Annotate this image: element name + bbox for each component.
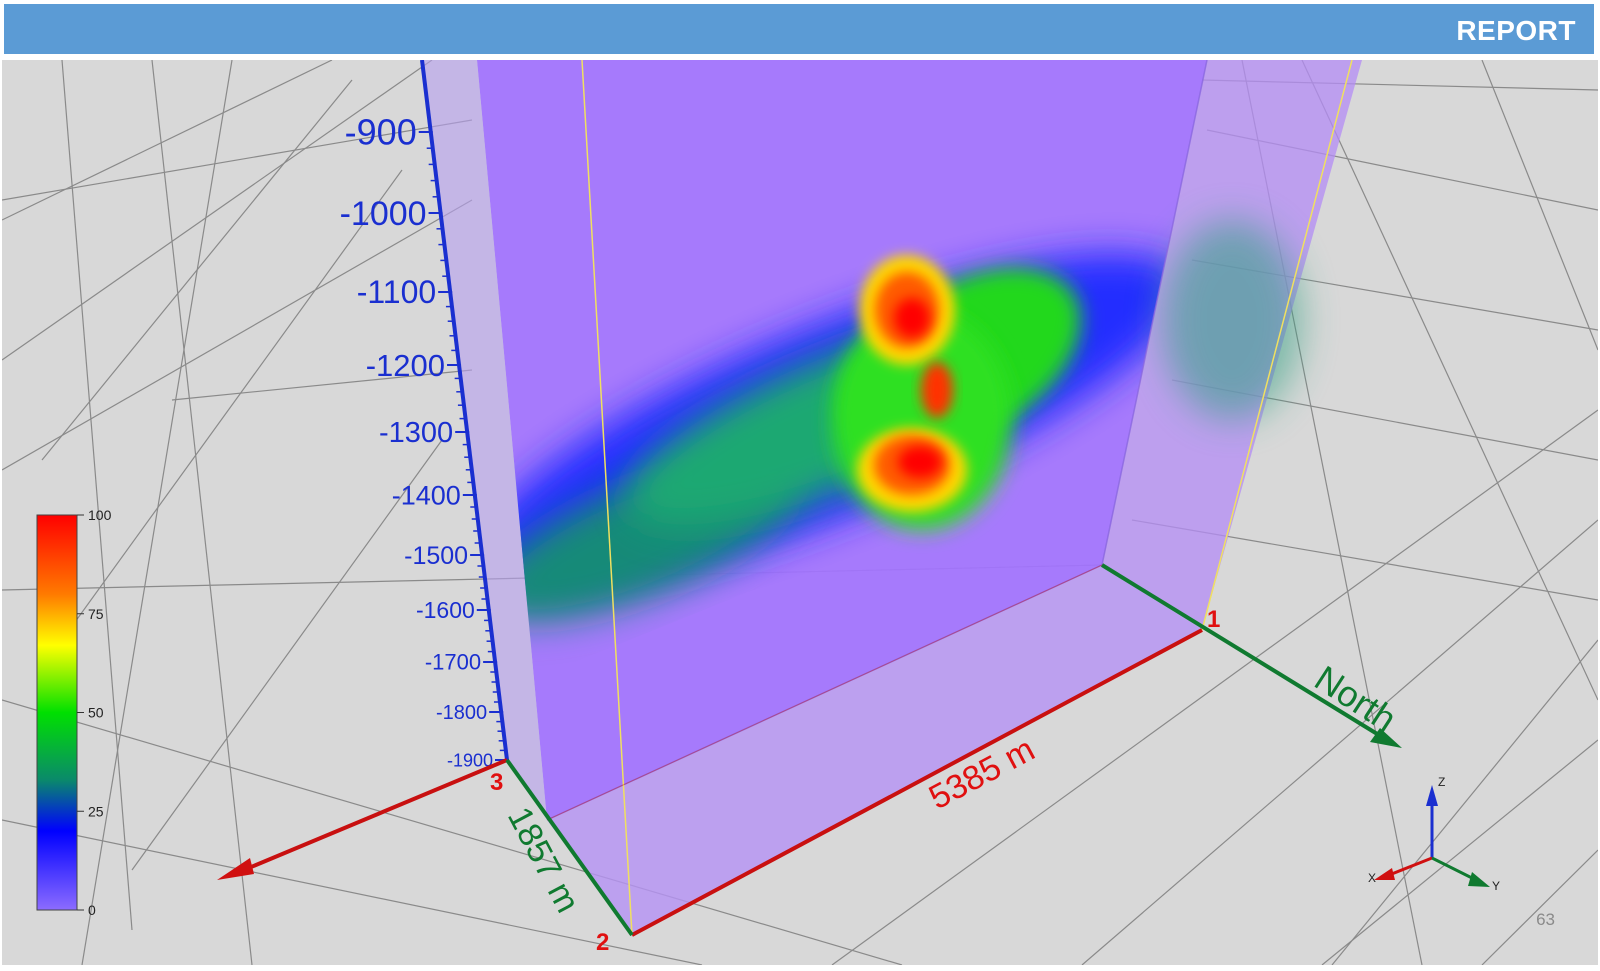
depth-tick-label: -1500 [404,542,468,570]
corner-label-3: 3 [490,769,503,796]
north-axis-line [1100,563,1389,742]
grid-line [2,819,703,965]
grid-line [1481,849,1598,965]
color-scale-legend: 100 75 50 25 0 [36,507,112,918]
yellow-edge-left [581,60,633,936]
depth-tick-label: -1900 [447,750,493,770]
colorbar-tick-label: 100 [88,507,112,523]
colorbar-tick-label: 0 [88,902,96,918]
grid-line [2,60,433,361]
grid-line [2,699,903,965]
yellow-edge-right [1201,60,1353,631]
grid-line [1481,60,1598,351]
colorbar-tick-label: 25 [88,803,104,819]
x-axis-arrowhead [217,858,254,880]
grid-line [1081,519,1598,965]
depth-tick-label: -1100 [357,274,436,310]
3d-viewport[interactable]: -900 -1000 -1100 -1200 -1300 -1400 -1500 -1600 -… [2,60,1598,965]
page-number: 63 [1536,910,1555,929]
grid-line [61,169,403,641]
corner-label-2: 2 [596,929,609,956]
width-axis [505,563,1402,937]
x-axis-line [231,758,508,877]
grid-line [61,60,133,931]
faint-anomaly-right [1162,220,1302,420]
volume-edges [546,60,1208,821]
grid-line [131,439,443,871]
depth-tick-label: -1800 [436,702,487,724]
depth-tick-label: -1600 [416,597,475,623]
volume-bottom-face [547,565,1202,935]
grid-line [1331,639,1598,965]
corner-label-1: 1 [1207,606,1220,633]
north-arrowhead [1370,728,1402,748]
depth-axis: -900 -1000 -1100 -1200 -1300 -1400 -1500 -1600 -… [340,60,509,770]
grid-line [1301,60,1598,701]
grid-line [2,119,473,201]
length-axis [217,564,1203,937]
depth-tick-label: -1000 [340,195,427,233]
depth-tick-label: -1700 [425,650,481,675]
color-scale-bar [36,514,78,911]
grid-line [831,409,1598,965]
grid-line [151,60,253,965]
report-title: REPORT [1456,15,1576,46]
grid-line [2,60,333,221]
y-axis-label: Y [1492,879,1500,893]
grid-line [41,79,353,461]
grid-line [171,369,473,401]
depth-tick-label: -900 [345,112,417,153]
grid-line [81,60,233,965]
depth-tick-label: -1400 [392,480,461,510]
anomaly-heatmap [477,252,1187,622]
x-axis-label: X [1368,871,1376,885]
3d-scene: -900 -1000 -1100 -1200 -1300 -1400 -1500 -1600 -… [2,60,1598,965]
grid-line [2,199,473,471]
z-axis-label: Z [1438,775,1445,789]
volume-left-face [422,60,547,820]
orientation-axes: Z X Y [1368,775,1500,893]
report-header-bar: REPORT [4,4,1594,54]
depth-tick-label: -1200 [366,348,445,383]
depth-tick-label: -1300 [379,417,453,449]
colorbar-tick-label: 75 [88,606,104,622]
grid-line [1321,739,1598,965]
colorbar-tick-label: 50 [88,705,104,721]
